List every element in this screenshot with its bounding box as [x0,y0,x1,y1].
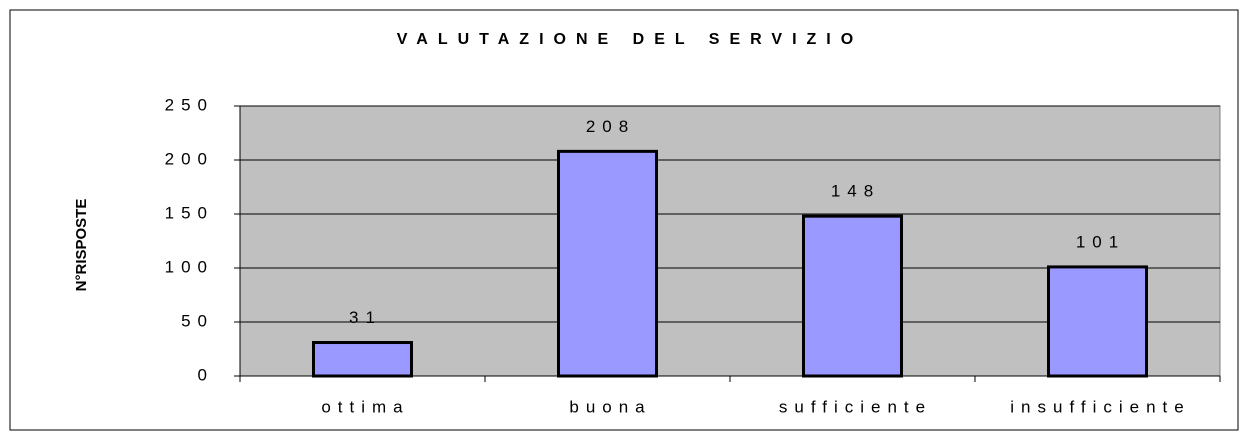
bar [802,214,903,378]
x-tick-label: buona [569,397,651,416]
data-label: 101 [1076,232,1125,251]
data-label: 148 [831,182,880,201]
y-tick-label: 150 [165,203,214,222]
x-tick-label: ottima [321,397,409,416]
bar [312,341,413,378]
bar [1047,265,1148,378]
x-tick-label: insufficiente [1010,397,1190,416]
y-tick-label: 50 [181,311,214,330]
y-tick-label: 100 [165,257,214,276]
x-tick-label: sufficiente [779,397,932,416]
data-label: 31 [349,308,382,327]
y-axis-label: N°RISPOSTE [73,199,90,292]
y-tick-label: 200 [165,149,214,168]
y-tick-label: 0 [198,365,214,384]
y-tick-label: 250 [165,95,214,114]
chart-title: VALUTAZIONE DEL SERVIZIO [397,31,863,48]
data-label: 208 [586,117,635,136]
bar [557,149,658,378]
